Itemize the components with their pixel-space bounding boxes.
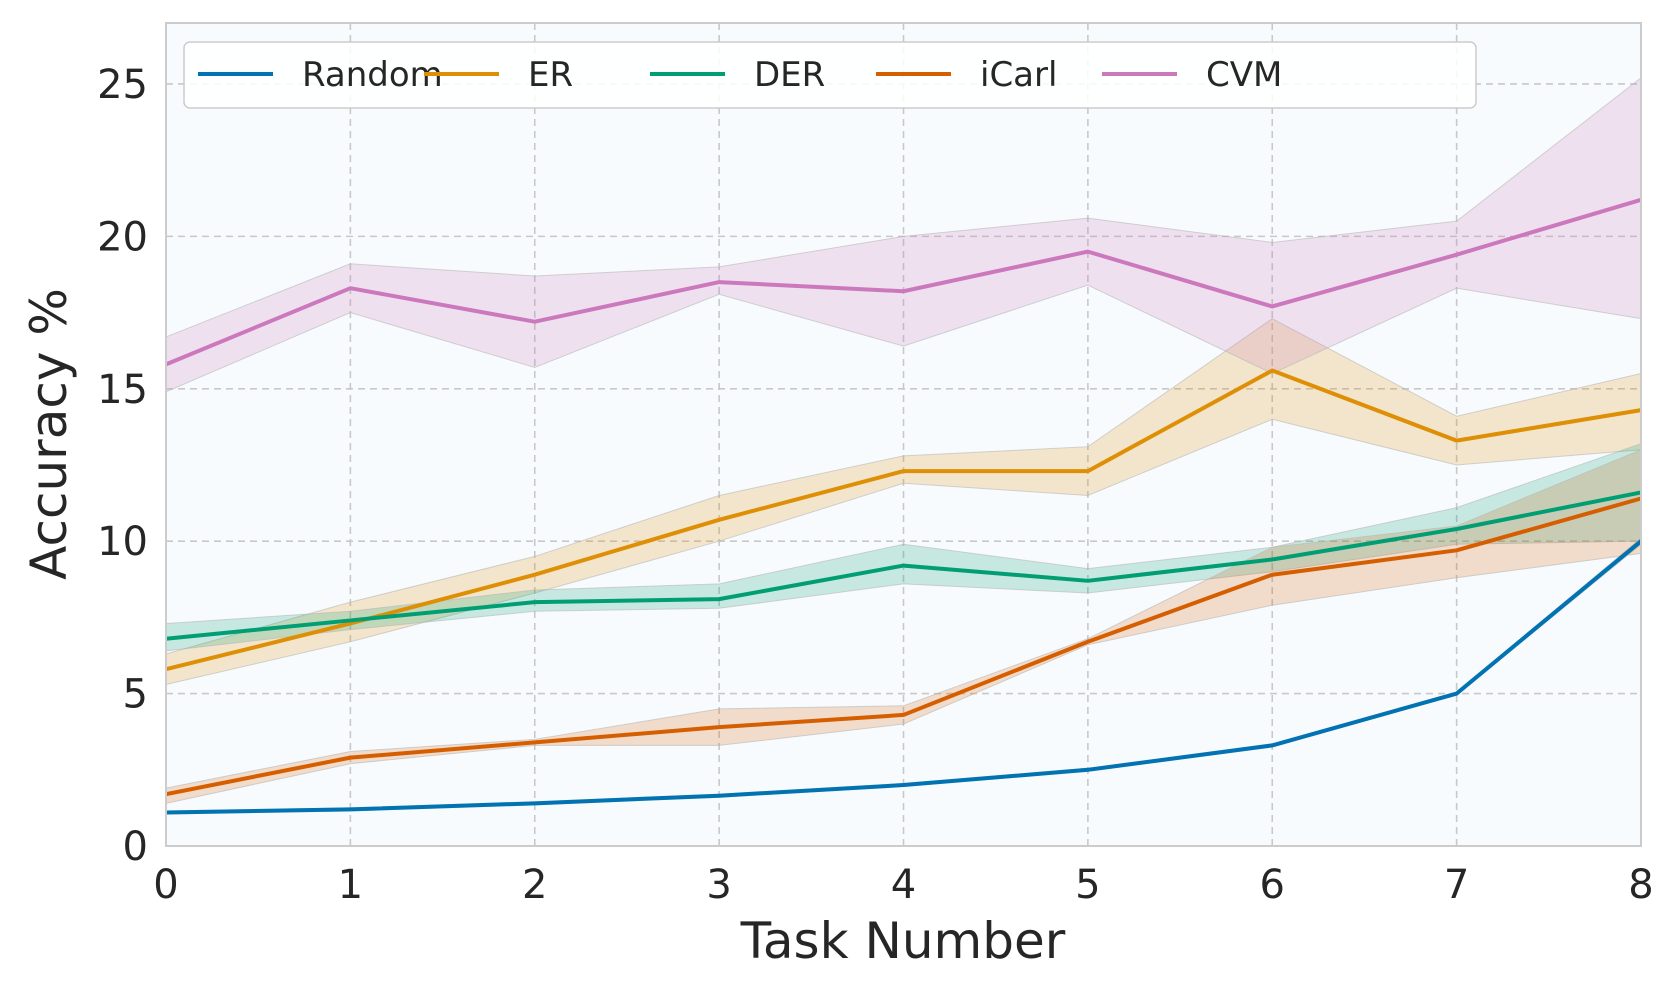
x-tick-label-2: 2 xyxy=(522,862,547,908)
series-line-der xyxy=(165,490,1642,641)
x-tick-label-7: 7 xyxy=(1444,862,1469,908)
y-tick-label-4: 20 xyxy=(97,214,148,260)
legend: Random ER DER iCarl CVM xyxy=(183,41,1477,109)
legend-label-der: DER xyxy=(754,55,825,95)
y-axis-title: Accuracy % xyxy=(20,288,78,580)
legend-label-icarl: iCarl xyxy=(980,55,1057,95)
y-tick-labels: 0 5 10 15 20 25 xyxy=(97,62,148,870)
y-tick-label-0: 0 xyxy=(123,824,148,870)
x-tick-labels: 0 1 2 3 4 5 6 7 8 xyxy=(153,862,1653,908)
series-lines xyxy=(165,197,1643,815)
series-line-er xyxy=(165,368,1642,672)
x-tick-label-5: 5 xyxy=(1075,862,1100,908)
legend-label-random: Random xyxy=(302,55,443,95)
x-tick-label-0: 0 xyxy=(153,862,178,908)
x-tick-label-6: 6 xyxy=(1260,862,1285,908)
x-tick-label-4: 4 xyxy=(891,862,916,908)
series-line-icarl xyxy=(165,496,1642,797)
legend-box xyxy=(183,41,1477,109)
series-line-cvm xyxy=(165,197,1642,367)
y-tick-label-2: 10 xyxy=(97,519,148,565)
x-tick-label-3: 3 xyxy=(706,862,731,908)
legend-label-er: ER xyxy=(528,55,573,95)
y-tick-label-5: 25 xyxy=(97,62,148,108)
x-axis-title: Task Number xyxy=(740,912,1066,970)
series-line-random xyxy=(165,539,1643,815)
x-tick-label-8: 8 xyxy=(1628,862,1653,908)
y-tick-label-1: 5 xyxy=(123,672,148,718)
plot-frame xyxy=(165,22,1642,847)
y-tick-label-3: 15 xyxy=(97,367,148,413)
legend-label-cvm: CVM xyxy=(1206,55,1282,95)
x-tick-label-1: 1 xyxy=(338,862,363,908)
